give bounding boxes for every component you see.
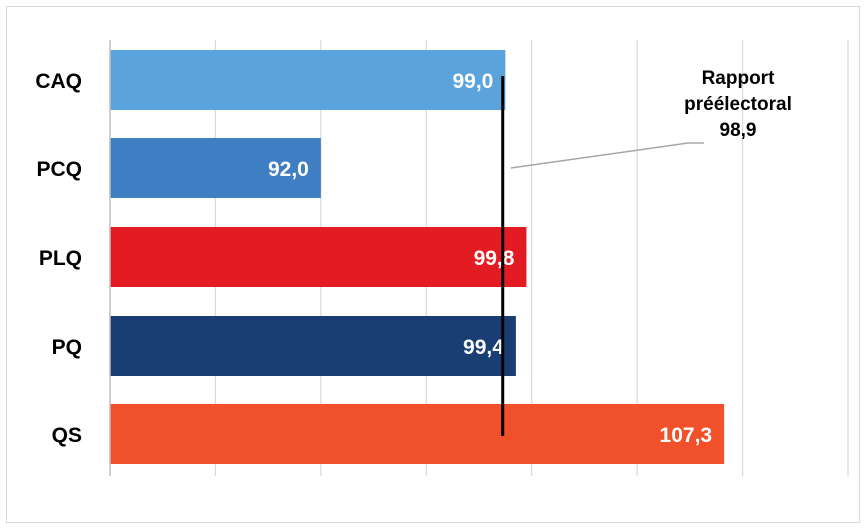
category-labels: CAQ PCQ PLQ PQ QS <box>35 70 82 447</box>
reference-line-group: Rapport préélectoral 98,9 <box>501 68 792 436</box>
bar-plq <box>110 227 527 287</box>
value-label-pcq: 92,0 <box>268 158 309 181</box>
value-label-plq: 99,8 <box>474 247 515 270</box>
annotation-line-2: préélectoral <box>684 94 792 115</box>
annotation-line-3: 98,9 <box>720 120 757 141</box>
bar-qs <box>110 404 725 464</box>
value-label-qs: 107,3 <box>660 424 713 447</box>
bars <box>110 50 725 464</box>
annotation-leader-line <box>510 142 704 169</box>
category-label-pq: PQ <box>52 336 82 359</box>
gridlines <box>214 40 849 476</box>
annotation-line-1: Rapport <box>702 68 776 89</box>
bar-pq <box>110 316 516 376</box>
category-label-plq: PLQ <box>39 247 82 270</box>
category-label-pcq: PCQ <box>36 158 82 181</box>
value-label-pq: 99,4 <box>463 336 504 359</box>
value-label-caq: 99,0 <box>452 70 493 93</box>
category-label-qs: QS <box>52 424 82 447</box>
value-labels: 99,0 92,0 99,8 99,4 107,3 <box>268 70 712 447</box>
category-label-caq: CAQ <box>35 70 82 93</box>
bar-caq <box>110 50 506 110</box>
bar-pcq <box>110 138 321 198</box>
